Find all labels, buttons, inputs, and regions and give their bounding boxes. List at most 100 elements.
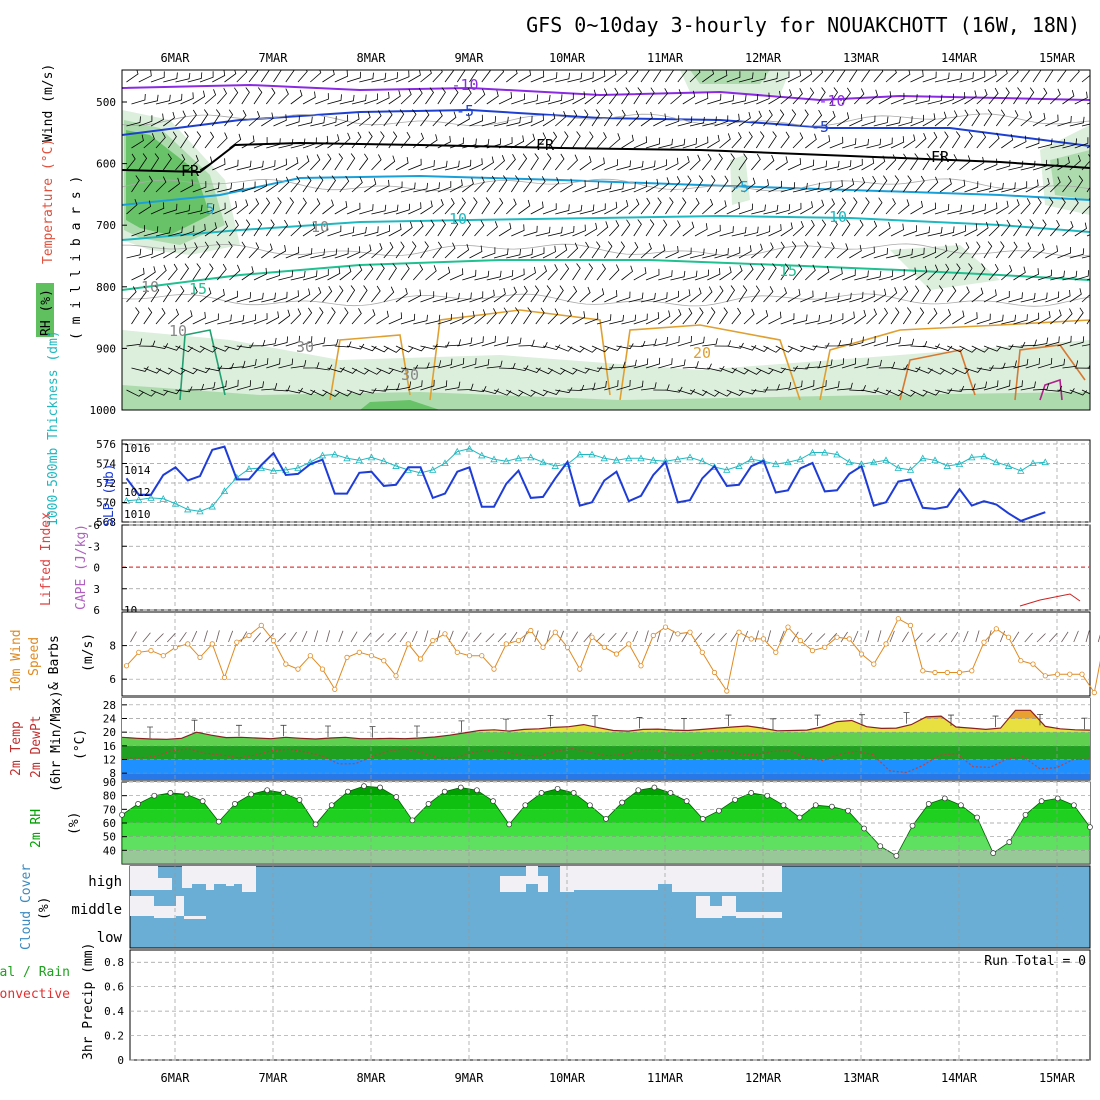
wind-barb xyxy=(162,285,172,303)
wind-barb xyxy=(791,631,799,643)
wind-barb xyxy=(252,632,262,643)
wind-barb xyxy=(261,160,276,171)
wind-barb xyxy=(591,345,610,353)
wind-barb xyxy=(934,203,950,215)
thickness-marker xyxy=(870,458,878,466)
wind-barb xyxy=(694,175,704,193)
wind-barb xyxy=(714,115,729,127)
rh-marker xyxy=(361,783,367,789)
wind-barb xyxy=(915,226,930,237)
wind-barb xyxy=(702,286,713,303)
wind-barb xyxy=(297,248,313,259)
wind-barb xyxy=(547,177,560,193)
wind-marker xyxy=(1079,671,1085,677)
wind-barb xyxy=(922,246,937,259)
date-label-top: 14MAR xyxy=(941,51,978,65)
wind-barb xyxy=(665,115,680,127)
wind-barb xyxy=(180,310,193,325)
wind-barb xyxy=(730,631,738,643)
wind-barb xyxy=(866,89,878,105)
wind-barb xyxy=(126,338,143,347)
wind-barb xyxy=(375,633,385,643)
slp-grid xyxy=(122,440,1090,523)
wind-barb xyxy=(339,265,352,281)
wind-barb xyxy=(486,221,498,237)
wind-barb xyxy=(621,265,633,281)
wind-barb xyxy=(155,264,167,281)
wind-barb xyxy=(241,87,250,105)
y-tick-label: 700 xyxy=(96,219,116,232)
wind-barb xyxy=(236,342,254,349)
wind-barb xyxy=(873,247,888,259)
y-tick-label: 90 xyxy=(103,776,116,789)
wind-barb xyxy=(322,389,340,397)
thickness-marker xyxy=(980,452,988,460)
wind-barb xyxy=(829,180,843,193)
wind-barb xyxy=(633,180,648,193)
wind-barb xyxy=(248,198,260,215)
temp-label: 2m Temp xyxy=(9,721,24,776)
wind-barb xyxy=(241,314,257,325)
wind-marker xyxy=(417,656,424,662)
wind-barb xyxy=(1032,337,1049,347)
thickness-marker xyxy=(1041,458,1049,466)
wind-barb xyxy=(670,308,682,325)
wind-barb xyxy=(901,631,909,643)
wind-barb xyxy=(591,241,601,259)
wind-barb xyxy=(376,131,385,149)
wind-barb xyxy=(567,285,578,303)
wind-barb xyxy=(988,314,1004,325)
wind-barb xyxy=(285,115,300,127)
contour-label: -5 xyxy=(731,178,749,196)
wind-barb xyxy=(131,175,140,193)
wind-barb xyxy=(150,202,165,215)
wind-barb xyxy=(816,633,826,643)
wind-barb xyxy=(518,389,536,397)
wind-barb xyxy=(714,70,728,83)
wind-barb xyxy=(493,336,509,347)
wind-barb xyxy=(604,290,618,303)
wind-barb xyxy=(1000,219,1011,237)
wind-barb xyxy=(278,219,288,237)
wind-barb xyxy=(315,93,329,105)
temperature-label: Temperature (°C) xyxy=(41,139,56,264)
wind-barb xyxy=(873,336,888,347)
wind-barb xyxy=(493,116,509,127)
wind-barb xyxy=(1081,287,1090,303)
wind-barb xyxy=(702,248,717,259)
wind-barb xyxy=(1025,268,1039,281)
wind-barb xyxy=(951,263,961,281)
wind-barb xyxy=(658,138,673,149)
wind-barb xyxy=(803,632,813,643)
wind-barb xyxy=(395,203,410,215)
wind-barb xyxy=(640,292,656,303)
wind-barb xyxy=(432,341,450,348)
wind-barb xyxy=(775,287,787,303)
wind-barb xyxy=(768,367,786,374)
wind-barb xyxy=(511,93,525,105)
wind-barb xyxy=(787,70,801,83)
wind-barb xyxy=(873,197,883,215)
thickness-marker xyxy=(245,465,253,472)
wind-barb xyxy=(395,345,414,353)
wind-barb xyxy=(510,307,520,325)
wind-barb xyxy=(289,631,297,643)
date-label-bottom: 14MAR xyxy=(941,1071,978,1085)
wind-barb xyxy=(719,133,731,149)
wind-barb xyxy=(1037,177,1050,193)
wind-barb xyxy=(554,153,565,171)
wind-barb xyxy=(469,291,484,303)
wind-barb xyxy=(609,314,624,325)
rh-contour xyxy=(122,178,1090,192)
wind-barb xyxy=(890,269,905,281)
wind-barb xyxy=(922,285,931,303)
wind-barb xyxy=(817,359,833,369)
wind-barb xyxy=(187,286,198,303)
wind-marker xyxy=(136,649,142,655)
wind-barb xyxy=(1013,314,1028,325)
wind-barb xyxy=(922,71,937,83)
slp-tick-label: 1014 xyxy=(124,464,151,477)
wind-barb xyxy=(204,182,220,193)
wind-barb xyxy=(1094,116,1100,126)
